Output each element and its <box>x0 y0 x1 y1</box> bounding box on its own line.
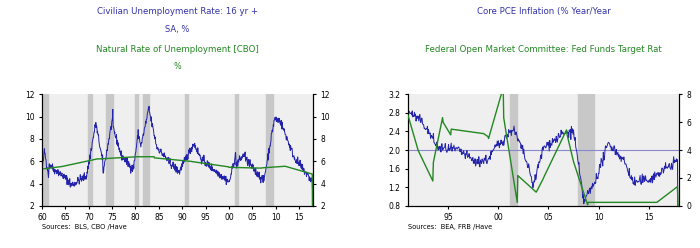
Bar <box>88 94 92 206</box>
Bar <box>185 94 188 206</box>
Text: Federal Open Market Committee: Fed Funds Target Rat: Federal Open Market Committee: Fed Funds… <box>425 45 662 54</box>
X-axis label: Sources:  BLS, CBO /Have: Sources: BLS, CBO /Have <box>42 224 127 230</box>
Bar <box>134 94 138 206</box>
Bar <box>578 94 594 206</box>
Bar <box>143 94 149 206</box>
Text: %: % <box>174 62 181 71</box>
Bar <box>266 94 273 206</box>
Text: Natural Rate of Unemployment [CBO]: Natural Rate of Unemployment [CBO] <box>96 45 259 54</box>
Text: SA, %: SA, % <box>165 25 190 34</box>
Text: Civilian Unemployment Rate: 16 yr +: Civilian Unemployment Rate: 16 yr + <box>97 7 258 16</box>
Bar <box>510 94 517 206</box>
Bar <box>106 94 113 206</box>
X-axis label: Sources:  BEA, FRB /Have: Sources: BEA, FRB /Have <box>408 224 492 230</box>
Bar <box>234 94 238 206</box>
Bar <box>42 94 48 206</box>
Text: Core PCE Inflation (% Year/Year: Core PCE Inflation (% Year/Year <box>477 7 610 16</box>
